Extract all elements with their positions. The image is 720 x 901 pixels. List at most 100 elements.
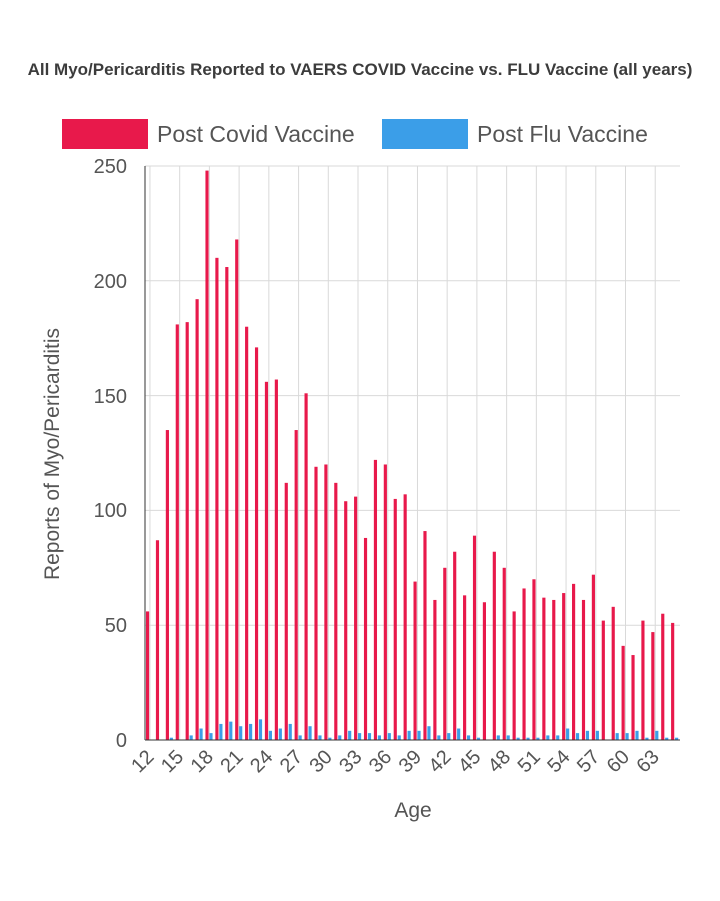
bar-covid xyxy=(354,496,358,740)
bar-flu xyxy=(407,730,411,740)
bar-covid xyxy=(373,459,378,740)
x-tick-label: 51 xyxy=(514,746,545,777)
bar-covid xyxy=(492,551,496,740)
bar-flu xyxy=(338,735,342,740)
bar-covid xyxy=(463,595,467,740)
x-tick-label: 36 xyxy=(365,746,396,777)
x-tick-label: 15 xyxy=(157,746,188,777)
bar-flu xyxy=(447,733,451,740)
bar-flu xyxy=(476,737,481,740)
bar-flu xyxy=(625,733,629,740)
x-tick-label: 27 xyxy=(276,746,307,777)
bar-covid xyxy=(274,379,278,740)
bar-flu xyxy=(506,735,510,740)
bar-covid xyxy=(482,602,486,740)
bar-flu xyxy=(516,737,520,740)
bar-flu xyxy=(526,737,530,740)
bar-covid xyxy=(423,531,427,740)
y-tick-label: 50 xyxy=(105,615,127,637)
x-tick-label: 39 xyxy=(395,746,426,777)
bar-covid xyxy=(334,482,338,740)
bar-flu xyxy=(566,728,570,740)
bar-flu xyxy=(268,730,272,740)
bar-flu xyxy=(367,733,372,740)
bar-covid xyxy=(562,593,566,740)
bar-covid xyxy=(433,599,437,740)
y-axis-label: Reports of Myo/Pericarditis xyxy=(41,328,64,580)
bar-flu xyxy=(229,721,233,740)
bar-flu xyxy=(288,723,292,740)
bar-flu xyxy=(417,730,421,740)
bar-flu xyxy=(635,730,639,740)
bar-covid xyxy=(225,267,229,740)
bar-covid xyxy=(205,170,209,741)
bar-covid xyxy=(641,620,645,740)
bar-covid xyxy=(661,613,665,740)
bar-covid xyxy=(245,326,249,740)
bar-flu xyxy=(556,735,560,740)
bar-flu xyxy=(199,728,203,740)
bar-covid xyxy=(155,540,160,740)
bar-flu xyxy=(249,723,253,740)
bar-covid xyxy=(512,611,516,740)
bar-covid xyxy=(175,324,179,740)
bar-flu xyxy=(318,735,322,740)
bar-covid xyxy=(195,299,199,740)
bar-flu xyxy=(328,737,332,740)
bar-covid xyxy=(631,655,635,740)
bars xyxy=(145,170,679,741)
bar-flu xyxy=(219,723,223,740)
bar-covid xyxy=(621,645,625,740)
bar-flu xyxy=(675,737,679,740)
bar-flu xyxy=(189,735,193,740)
bar-covid xyxy=(453,551,457,740)
bar-flu xyxy=(575,733,580,740)
bar-covid xyxy=(413,581,417,740)
bar-covid xyxy=(522,588,526,740)
bar-covid xyxy=(324,464,328,740)
vertical-gridlines xyxy=(149,166,656,740)
bar-flu xyxy=(298,735,302,740)
bar-covid xyxy=(264,381,269,740)
bar-flu xyxy=(258,719,263,740)
bar-flu xyxy=(358,733,362,740)
y-tick-label: 0 xyxy=(116,730,127,752)
y-tick-label: 200 xyxy=(94,271,127,293)
x-tick-label: 57 xyxy=(573,746,604,777)
x-tick-label: 54 xyxy=(543,746,574,777)
bar-covid xyxy=(542,597,546,740)
x-tick-label: 30 xyxy=(306,746,337,777)
legend-label-covid: Post Covid Vaccine xyxy=(157,121,355,147)
bar-covid xyxy=(254,347,259,740)
bar-flu xyxy=(239,726,243,740)
x-tick-label: 60 xyxy=(603,746,634,777)
bar-covid xyxy=(393,498,397,740)
bar-flu xyxy=(655,730,659,740)
bar-covid xyxy=(344,501,348,740)
bar-covid xyxy=(671,622,675,740)
bar-flu xyxy=(308,726,312,740)
bar-covid xyxy=(601,620,605,740)
legend-label-flu: Post Flu Vaccine xyxy=(477,121,648,147)
legend: Post Covid Vaccine Post Flu Vaccine xyxy=(62,119,648,149)
bar-covid xyxy=(235,239,239,740)
bar-covid xyxy=(215,257,219,740)
bar-covid xyxy=(651,632,655,740)
bar-covid xyxy=(532,579,536,740)
chart-title: All Myo/Pericarditis Reported to VAERS C… xyxy=(28,60,693,79)
bar-covid xyxy=(304,393,308,740)
bar-covid xyxy=(581,599,586,740)
bar-covid xyxy=(502,567,506,740)
bar-flu xyxy=(615,733,619,740)
bar-flu xyxy=(466,735,471,740)
bar-covid xyxy=(314,466,318,740)
bar-covid xyxy=(552,599,556,740)
bar-flu xyxy=(387,733,391,740)
x-tick-label: 33 xyxy=(335,746,366,777)
bar-covid xyxy=(294,430,298,740)
bar-flu xyxy=(585,730,590,740)
bar-covid xyxy=(185,322,189,740)
x-tick-label: 12 xyxy=(127,746,158,777)
